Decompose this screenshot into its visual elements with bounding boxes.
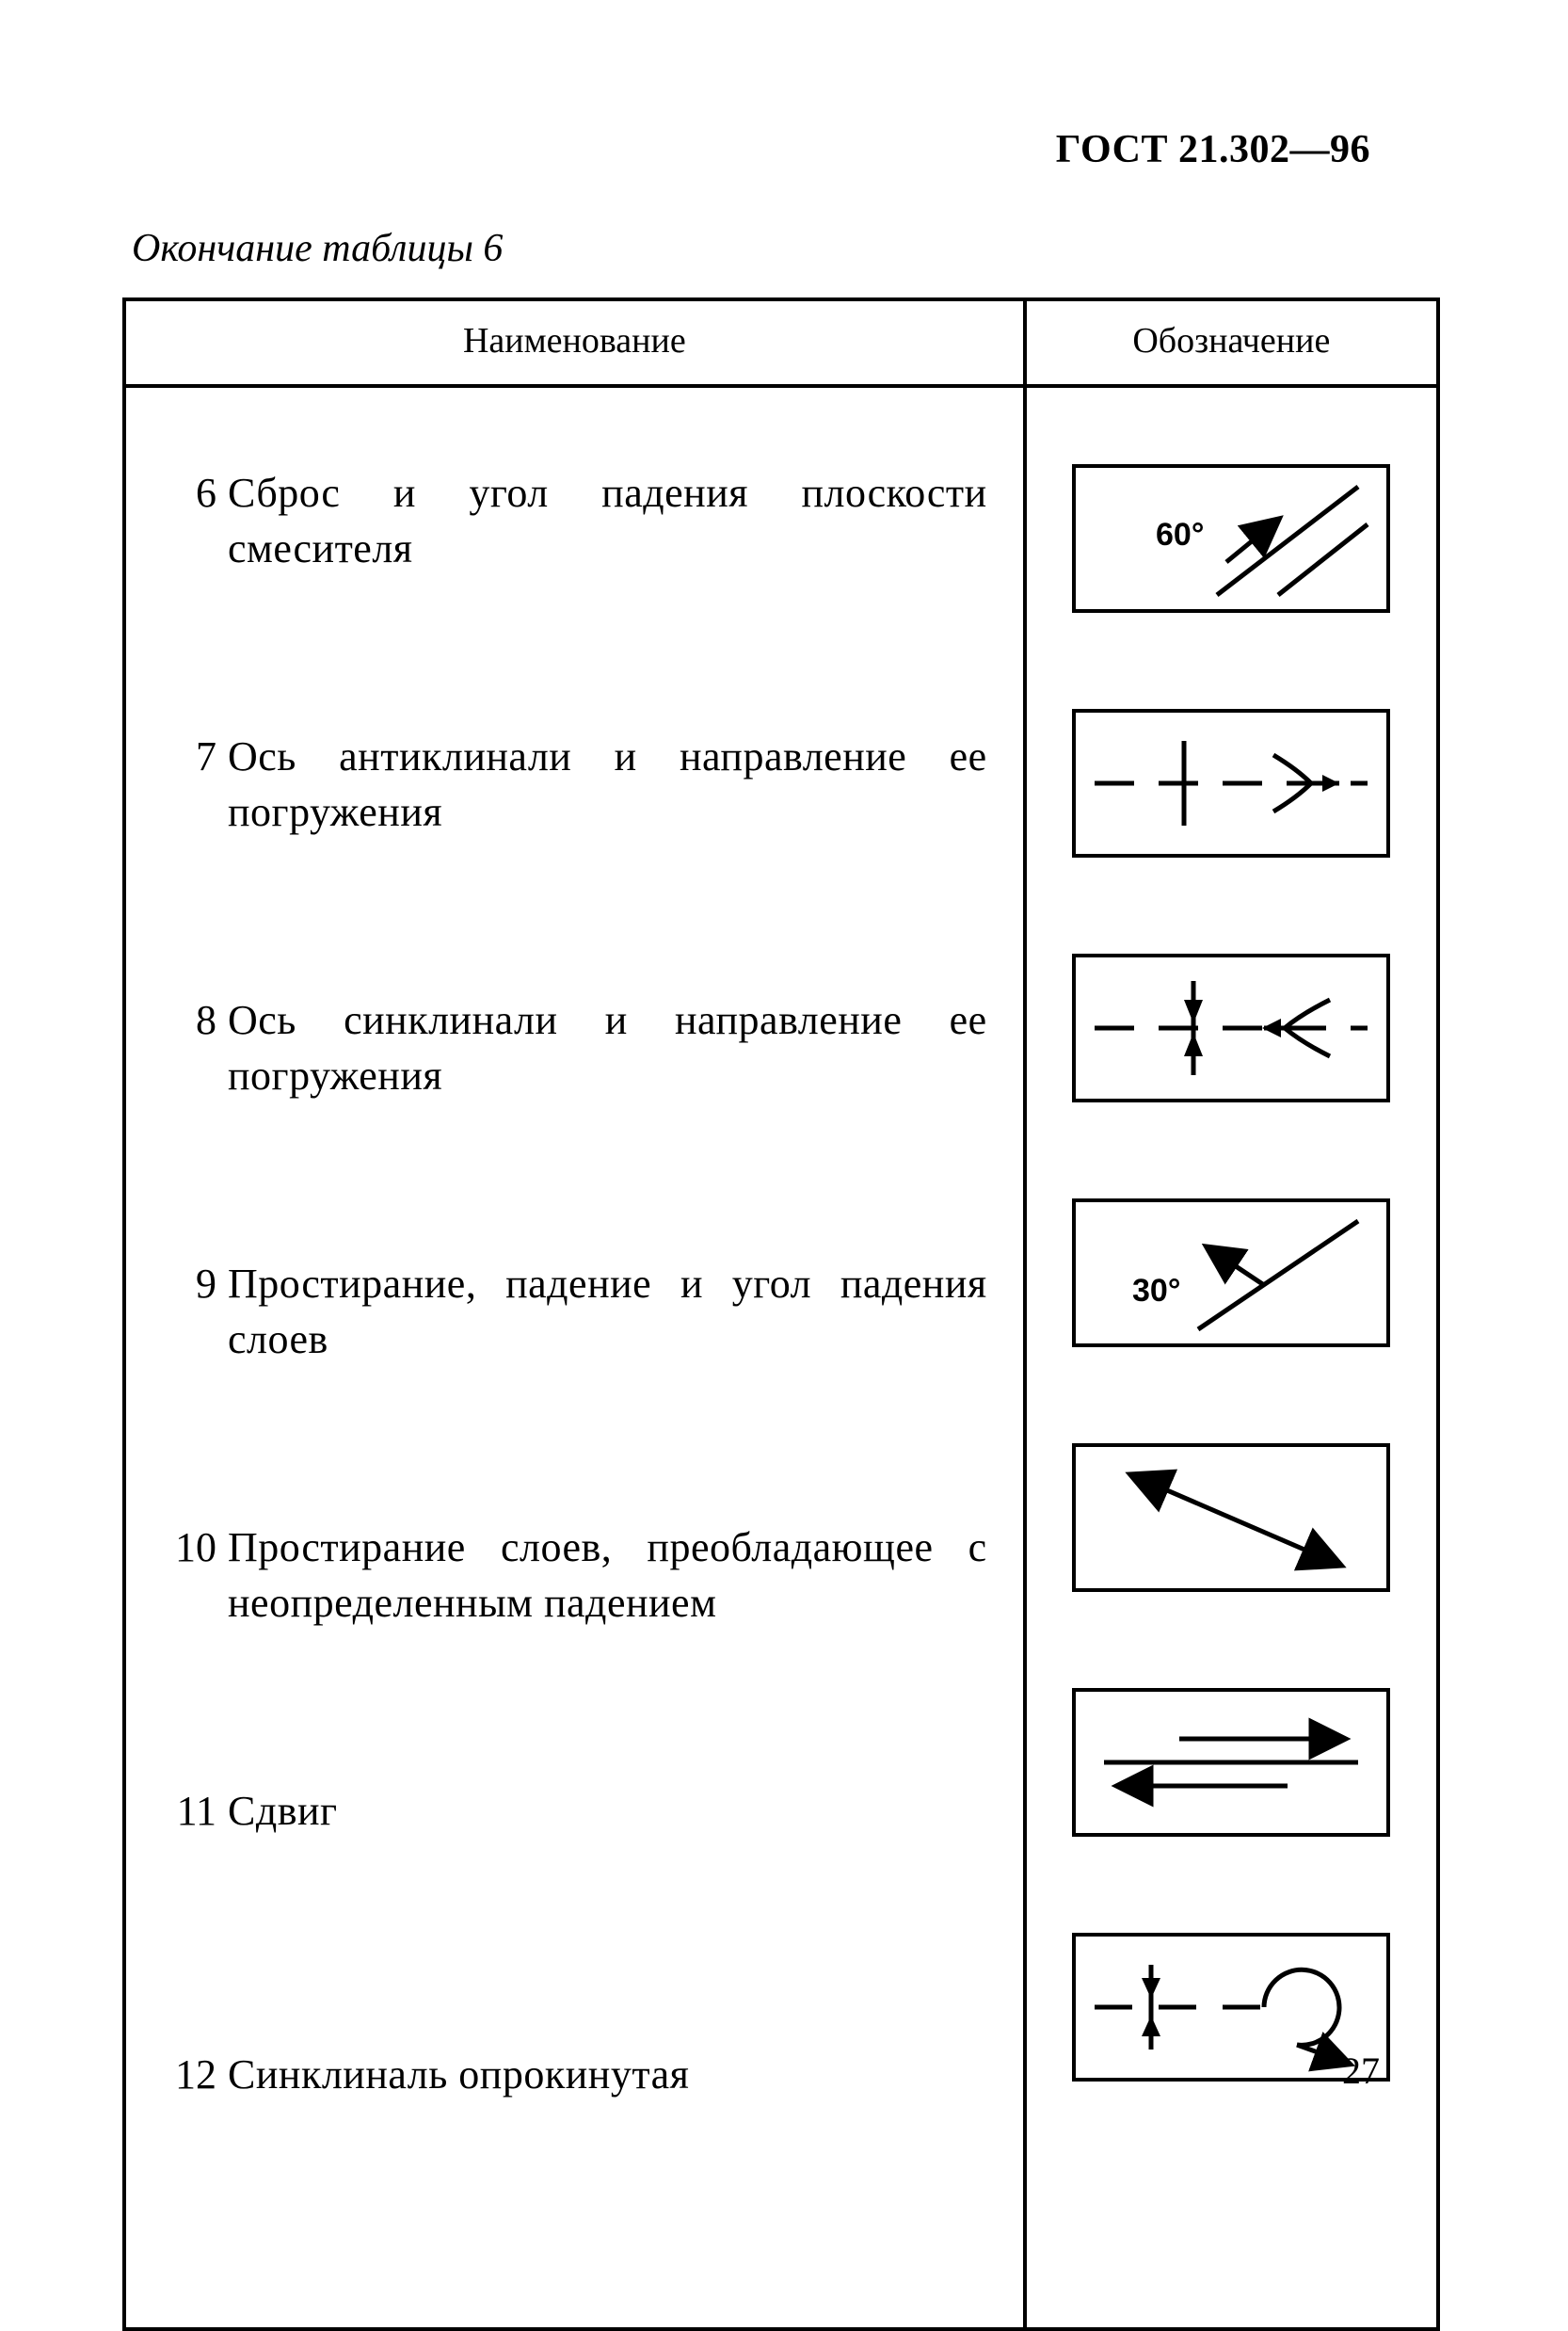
angle-label: 30°: [1132, 1273, 1180, 1309]
entry-text: Синклиналь опрокинутая: [228, 2047, 696, 2102]
entry-7: 7 Ось антиклинали и направление ее погру…: [154, 708, 995, 860]
entry-num: 8: [160, 992, 228, 1104]
entry-num: 9: [160, 1256, 228, 1368]
entry-text: Простирание, падение и угол падения слое…: [228, 1256, 995, 1368]
col-header-name: Наименование: [124, 299, 1025, 386]
symbol-fault-angle: 60°: [1027, 416, 1436, 661]
entry-text: Ось антиклинали и направление ее погруже…: [228, 729, 995, 841]
entry-num: 7: [160, 729, 228, 841]
angle-label: 60°: [1156, 517, 1204, 553]
symbol-anticline-axis: [1027, 661, 1436, 906]
entry-num: 11: [160, 1783, 228, 1839]
entry-9: 9 Простирание, падение и угол падения сл…: [154, 1235, 995, 1387]
entry-text: Сброс и угол падения плоскости смесителя: [228, 465, 995, 577]
symbol-strike-dip-angle: 30°: [1027, 1150, 1436, 1395]
entry-num: 12: [160, 2047, 228, 2102]
entry-8: 8 Ось синклинали и направление ее погруж…: [154, 972, 995, 1123]
entry-text: Сдвиг: [228, 1783, 345, 1839]
entry-6: 6 Сброс и угол падения плоскости смесите…: [154, 444, 995, 596]
page-number: 27: [1342, 2049, 1380, 2093]
col-header-symbol: Обозначение: [1025, 299, 1438, 386]
symbol-shear: [1027, 1640, 1436, 1885]
symbols-table: Наименование Обозначение 6 Сброс и угол …: [122, 297, 1440, 2331]
entry-text: Ось синклинали и направление ее погружен…: [228, 992, 995, 1104]
entry-num: 6: [160, 465, 228, 577]
entry-text: Простирание слоев, преобладающее с неопр…: [228, 1519, 995, 1632]
table-caption: Окончание таблицы 6: [132, 226, 1427, 271]
entry-10: 10 Простирание слоев, преобладающее с не…: [154, 1499, 995, 1650]
entry-num: 10: [160, 1519, 228, 1632]
names-cell: 6 Сброс и угол падения плоскости смесите…: [124, 386, 1025, 2329]
symbol-syncline-axis: [1027, 906, 1436, 1150]
symbol-overturned-syncline: [1027, 1885, 1436, 2130]
entry-11: 11 Сдвиг: [154, 1762, 345, 1857]
entry-12: 12 Синклиналь опрокинутая: [154, 2026, 696, 2121]
page: ГОСТ 21.302—96 Окончание таблицы 6 Наиме…: [0, 0, 1568, 2276]
symbol-strike-undef-dip: [1027, 1395, 1436, 1640]
table-body-row: 6 Сброс и угол падения плоскости смесите…: [124, 386, 1438, 2329]
standard-code: ГОСТ 21.302—96: [1056, 127, 1370, 172]
symbols-cell: 60°: [1025, 386, 1438, 2329]
table-header-row: Наименование Обозначение: [124, 299, 1438, 386]
